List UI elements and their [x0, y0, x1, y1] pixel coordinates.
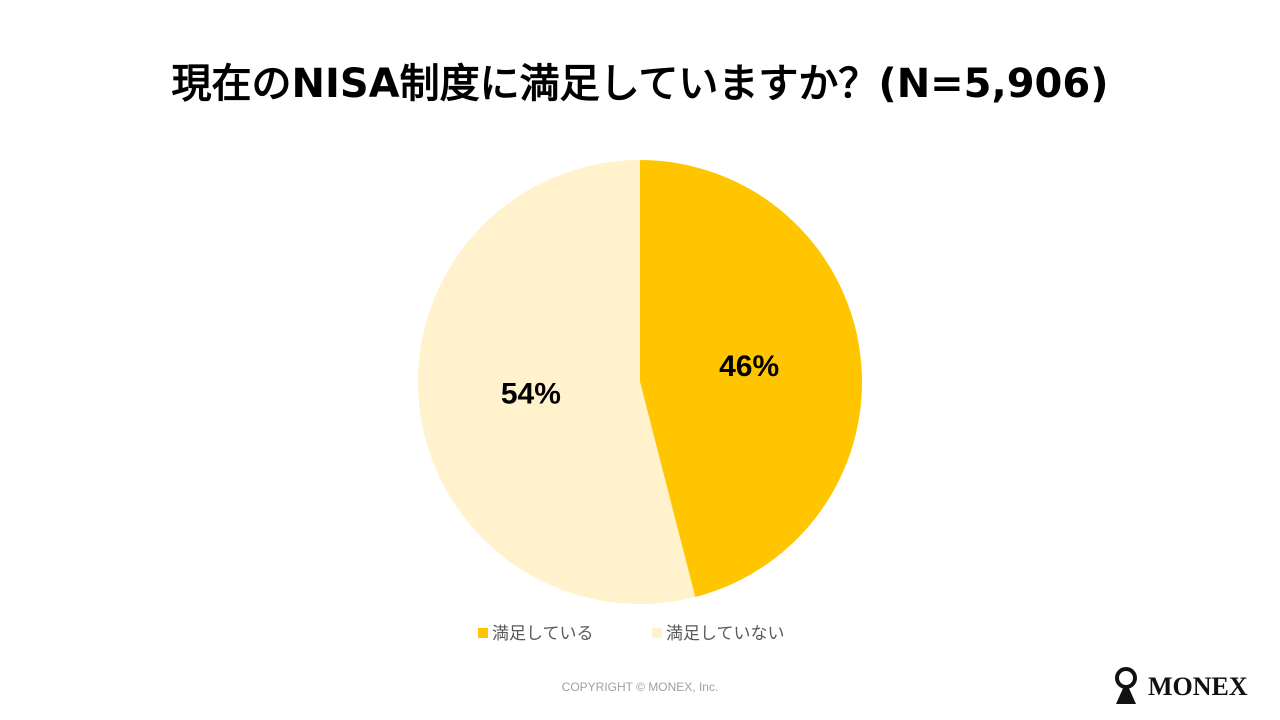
data-label: 46%	[719, 350, 779, 383]
legend-swatch	[652, 628, 662, 638]
legend-label: 満足していない	[666, 624, 785, 644]
pie-slice	[640, 160, 862, 598]
chart-title: 現在のNISA制度に満足していますか？(N=5,906)	[171, 61, 1108, 107]
logo: MONEX	[1148, 672, 1248, 701]
logo-icon	[1115, 667, 1137, 704]
copyright: COPYRIGHT © MONEX, Inc.	[562, 680, 719, 694]
legend-label: 満足している	[492, 624, 594, 644]
data-label: 54%	[501, 378, 561, 411]
pie-slice	[417, 160, 696, 604]
legend-swatch	[478, 628, 488, 638]
